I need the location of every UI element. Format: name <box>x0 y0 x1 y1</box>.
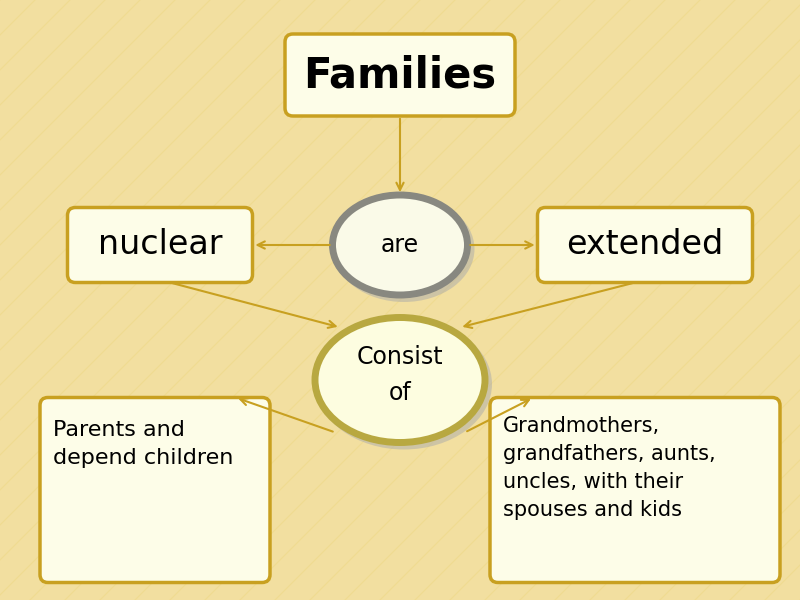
Text: extended: extended <box>566 229 724 262</box>
Ellipse shape <box>315 317 485 442</box>
FancyBboxPatch shape <box>285 34 515 116</box>
Text: Parents and
depend children: Parents and depend children <box>53 419 234 467</box>
Ellipse shape <box>334 196 474 302</box>
Ellipse shape <box>333 195 467 295</box>
FancyBboxPatch shape <box>67 208 253 283</box>
FancyBboxPatch shape <box>538 208 753 283</box>
Text: Consist
of: Consist of <box>357 346 443 404</box>
FancyBboxPatch shape <box>40 397 270 583</box>
Text: are: are <box>381 233 419 257</box>
Text: nuclear: nuclear <box>98 229 222 262</box>
FancyBboxPatch shape <box>490 397 780 583</box>
Text: Grandmothers,
grandfathers, aunts,
uncles, with their
spouses and kids: Grandmothers, grandfathers, aunts, uncle… <box>503 415 716 520</box>
Ellipse shape <box>316 319 492 449</box>
Text: Families: Families <box>303 54 497 96</box>
